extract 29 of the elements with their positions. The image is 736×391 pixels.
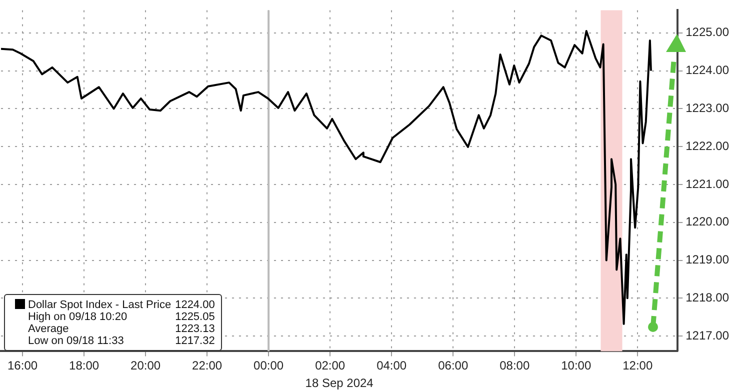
y-tick-label: 1222.00 — [686, 138, 730, 153]
y-tick-label: 1223.00 — [686, 101, 730, 116]
x-tick-label: 06:00 — [438, 358, 468, 373]
y-tick-label: 1219.00 — [686, 252, 730, 267]
x-tick-label: 00:00 — [254, 358, 284, 373]
y-tick-label: 1225.00 — [686, 25, 730, 40]
annotation: 1217.32 — [174, 335, 215, 347]
y-tick-label: 1224.00 — [686, 63, 730, 78]
annotation: High on 09/18 10:20 — [27, 311, 128, 323]
annotation: 1224.00 — [174, 299, 215, 311]
annotation: Low on 09/18 11:33 — [27, 335, 125, 347]
x-tick-label: 18:00 — [69, 358, 100, 373]
y-tick-label: 1221.00 — [686, 176, 730, 191]
y-tick-label: 1217.00 — [686, 328, 730, 342]
x-tick-label: 04:00 — [376, 358, 407, 373]
x-tick-label: 02:00 — [315, 358, 346, 373]
annotation: 1225.05 — [174, 311, 215, 323]
y-tick-label: 1220.00 — [686, 214, 730, 229]
annotation: 1223.13 — [174, 323, 215, 335]
x-tick-label: 16:00 — [8, 358, 38, 373]
annotation: Average — [27, 323, 70, 335]
x-tick-label: 10:00 — [561, 358, 592, 373]
legend-label: Dollar Spot Index - Last Price — [28, 299, 172, 311]
x-tick-label: 22:00 — [192, 358, 222, 373]
x-tick-label: 12:00 — [622, 358, 653, 373]
y-tick-label: 1218.00 — [686, 290, 730, 304]
x-tick-label: 20:00 — [130, 358, 161, 373]
x-tick-label: 08:00 — [500, 358, 530, 373]
x-axis-title: 18 Sep 2024 — [305, 376, 374, 390]
